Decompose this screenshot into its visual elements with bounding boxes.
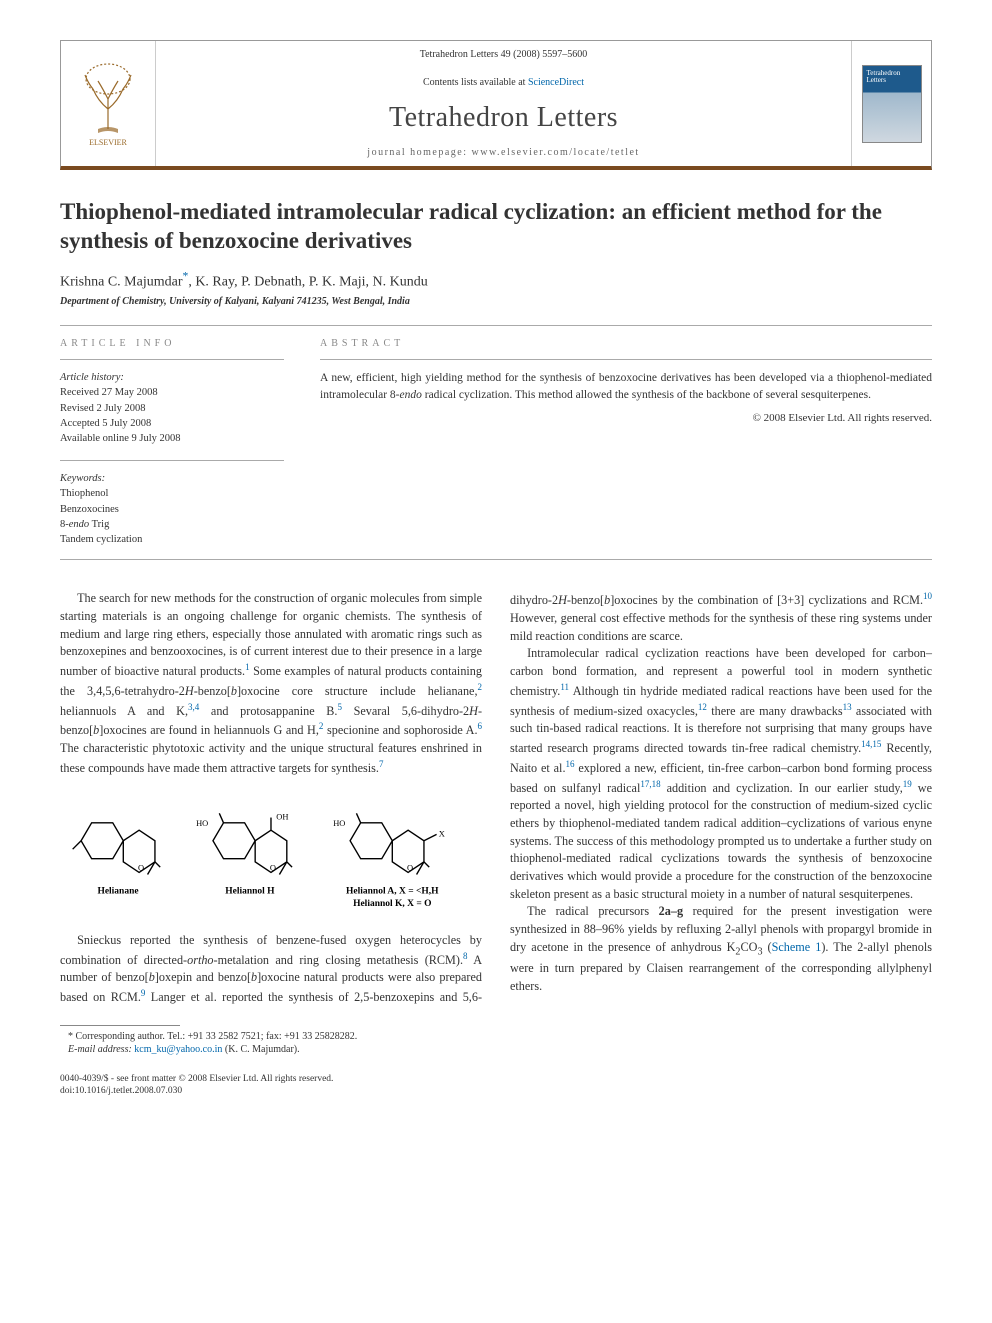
header-center: Tetrahedron Letters 49 (2008) 5597–5600 … <box>156 41 851 166</box>
ref-link[interactable]: 5 <box>337 702 342 712</box>
ref-link[interactable]: 11 <box>560 682 569 692</box>
svg-text:HO: HO <box>333 818 345 828</box>
ref-link[interactable]: 16 <box>566 759 575 769</box>
footnote-separator <box>60 1025 180 1026</box>
ref-link[interactable]: 3,4 <box>188 702 199 712</box>
email-footnote: E-mail address: kcm_ku@yahoo.co.in (K. C… <box>60 1043 932 1057</box>
elsevier-logo: ELSEVIER <box>61 41 156 166</box>
fig-label: Heliannol H <box>225 886 275 896</box>
page: ELSEVIER Tetrahedron Letters 49 (2008) 5… <box>0 0 992 1127</box>
ref-link[interactable]: 14,15 <box>861 739 881 749</box>
ref-link[interactable]: 13 <box>843 702 852 712</box>
paragraph: The radical precursors 2a–g required for… <box>510 903 932 995</box>
svg-text:O: O <box>407 862 413 872</box>
journal-name: Tetrahedron Letters <box>389 102 618 134</box>
svg-text:X: X <box>439 828 445 838</box>
ref-link[interactable]: 9 <box>141 988 146 998</box>
abstract-text: A new, efficient, high yielding method f… <box>320 370 932 403</box>
corr-footnote: * Corresponding author. Tel.: +91 33 258… <box>60 1030 932 1044</box>
ref-link[interactable]: 10 <box>923 591 932 601</box>
ref-link[interactable]: 8 <box>463 951 468 961</box>
svg-text:O: O <box>138 862 144 872</box>
structures-figure: O O HO OH <box>60 788 482 920</box>
ref-link[interactable]: 1 <box>245 662 250 672</box>
keyword: Benzoxocines <box>60 502 284 517</box>
author: Krishna C. Majumdar <box>60 274 182 289</box>
svg-text:O: O <box>270 862 276 872</box>
email-label: E-mail address: <box>68 1044 132 1055</box>
footer-line: 0040-4039/$ - see front matter © 2008 El… <box>60 1073 932 1085</box>
email-suffix: (K. C. Majumdar). <box>222 1044 299 1055</box>
article-title: Thiophenol-mediated intramolecular radic… <box>60 198 932 256</box>
online: Available online 9 July 2008 <box>60 431 284 446</box>
meta-row: ARTICLE INFO Article history: Received 2… <box>60 325 932 560</box>
chemical-structures-icon: O O HO OH <box>60 788 482 915</box>
paragraph: The search for new methods for the const… <box>60 590 482 777</box>
keyword: Thiophenol <box>60 486 284 501</box>
ref-link[interactable]: 17,18 <box>640 779 660 789</box>
fig-label: Helianane <box>97 886 138 896</box>
revised: Revised 2 July 2008 <box>60 401 284 416</box>
email-link[interactable]: kcm_ku@yahoo.co.in <box>134 1044 222 1055</box>
divider <box>60 359 284 360</box>
elsevier-tree-icon: ELSEVIER <box>73 59 143 149</box>
abstract-copyright: © 2008 Elsevier Ltd. All rights reserved… <box>320 412 932 424</box>
info-label: ARTICLE INFO <box>60 338 284 349</box>
body-text: The search for new methods for the const… <box>60 590 932 1006</box>
contents-prefix: Contents lists available at <box>423 77 528 88</box>
divider <box>320 359 932 360</box>
ref-link[interactable]: 7 <box>379 759 384 769</box>
fig-label: Heliannol A, X = <H,H <box>346 886 439 896</box>
article-info: ARTICLE INFO Article history: Received 2… <box>60 326 300 559</box>
authors-line: Krishna C. Majumdar*, K. Ray, P. Debnath… <box>60 270 932 291</box>
citation-line: Tetrahedron Letters 49 (2008) 5597–5600 <box>420 49 588 60</box>
abstract-label: ABSTRACT <box>320 338 932 349</box>
homepage-prefix: journal homepage: <box>367 147 471 158</box>
contents-line: Contents lists available at ScienceDirec… <box>423 77 584 88</box>
cover-thumbnail-cell <box>851 41 931 166</box>
keyword: Tandem cyclization <box>60 532 284 547</box>
paragraph: Intramolecular radical cyclization react… <box>510 645 932 903</box>
svg-text:HO: HO <box>196 818 208 828</box>
ref-link[interactable]: 2 <box>319 721 324 731</box>
cover-thumbnail <box>862 65 922 143</box>
keyword: 8-endo Trig <box>60 517 284 532</box>
sciencedirect-link[interactable]: ScienceDirect <box>528 77 584 88</box>
abstract-block: ABSTRACT A new, efficient, high yielding… <box>300 326 932 559</box>
divider <box>60 460 284 461</box>
page-footer: 0040-4039/$ - see front matter © 2008 El… <box>60 1073 932 1098</box>
scheme-link[interactable]: Scheme 1 <box>772 940 822 954</box>
affiliation: Department of Chemistry, University of K… <box>60 296 932 307</box>
doi-line: doi:10.1016/j.tetlet.2008.07.030 <box>60 1085 932 1097</box>
authors-rest: , K. Ray, P. Debnath, P. K. Maji, N. Kun… <box>188 274 427 289</box>
svg-text:ELSEVIER: ELSEVIER <box>89 138 127 147</box>
homepage-url: www.elsevier.com/locate/tetlet <box>472 147 640 158</box>
journal-header: ELSEVIER Tetrahedron Letters 49 (2008) 5… <box>60 40 932 170</box>
svg-text:OH: OH <box>276 811 288 821</box>
ref-link[interactable]: 12 <box>698 702 707 712</box>
fig-label: Heliannol K, X = O <box>353 899 431 909</box>
ref-link[interactable]: 6 <box>478 721 483 731</box>
received: Received 27 May 2008 <box>60 385 284 400</box>
keywords-block: Keywords: Thiophenol Benzoxocines 8-endo… <box>60 471 284 547</box>
keywords-label: Keywords: <box>60 471 284 486</box>
ref-link[interactable]: 19 <box>903 779 912 789</box>
history-label: Article history: <box>60 370 284 385</box>
homepage-line: journal homepage: www.elsevier.com/locat… <box>367 147 639 158</box>
ref-link[interactable]: 2 <box>478 682 483 692</box>
accepted: Accepted 5 July 2008 <box>60 416 284 431</box>
history-block: Article history: Received 27 May 2008 Re… <box>60 370 284 446</box>
